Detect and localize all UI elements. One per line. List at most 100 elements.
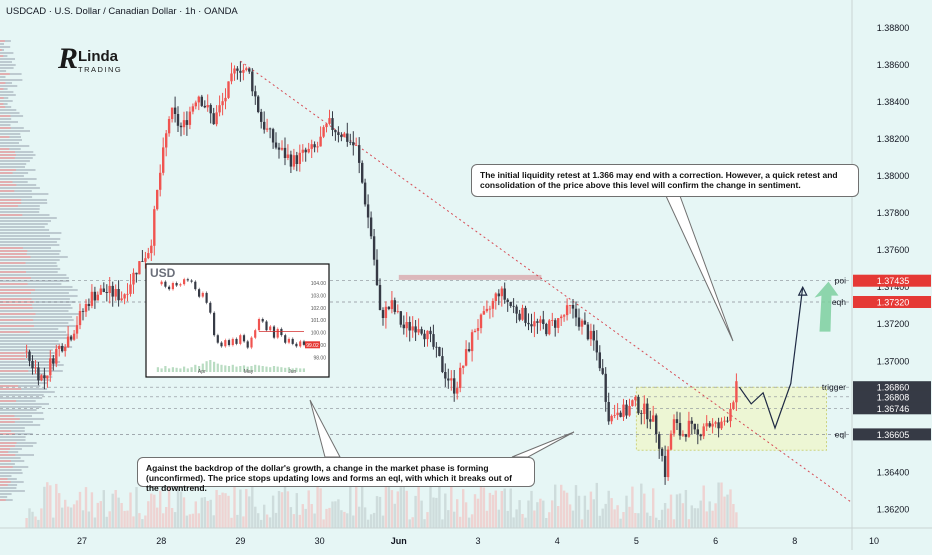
volume-bar (254, 506, 257, 528)
volume-profile-bar (0, 301, 35, 303)
volume-profile-bar (0, 433, 33, 435)
candle-body (25, 351, 28, 353)
volume-bar (500, 491, 503, 528)
volume-bar (108, 511, 111, 528)
volume-profile-bar (0, 169, 16, 171)
candle-body (554, 320, 557, 328)
inset-candle-body (171, 283, 174, 290)
volume-profile-bar (0, 253, 27, 255)
candle-body (265, 128, 269, 130)
volume-bar (652, 488, 655, 528)
inset-candle-body (302, 341, 305, 345)
candle-body (423, 333, 426, 340)
price-tick-label: 1.37400 (877, 282, 910, 292)
volume-profile-bar (0, 148, 10, 150)
candle-body (310, 144, 313, 149)
volume-bar (687, 519, 691, 528)
candle-body (343, 133, 346, 138)
candle-body (509, 302, 512, 306)
candle-body (387, 306, 391, 309)
candle-body (55, 348, 58, 364)
inset-volume-bar (183, 366, 186, 372)
volume-bar (628, 506, 631, 528)
volume-profile-bar (0, 199, 47, 201)
inset-last-tag-bg (305, 341, 320, 349)
candle-body (669, 433, 673, 450)
volume-bars (25, 482, 738, 528)
candle-body (316, 146, 319, 148)
volume-bar (31, 511, 34, 528)
volume-profile-bar (0, 202, 48, 204)
volume-profile-bar (0, 442, 17, 444)
volume-profile-bar (0, 103, 8, 105)
volume-bar (346, 513, 349, 528)
volume-bar (539, 498, 542, 528)
volume-profile-bar (0, 97, 9, 99)
volume-bar (607, 490, 610, 528)
volume-profile-bar (0, 331, 30, 333)
price-tick-label: 1.36400 (877, 467, 910, 477)
candle-body (66, 336, 70, 347)
volume-bar (562, 490, 566, 528)
volume-bar (467, 517, 471, 528)
inset-x-tick: May (244, 369, 254, 375)
volume-profile-bar (0, 196, 33, 198)
level-tag-value: 1.36746 (877, 404, 910, 414)
volume-bar (46, 482, 49, 528)
candle-body (129, 284, 132, 294)
volume-bar (473, 494, 477, 528)
volume-bar (358, 506, 361, 528)
inset-candle-body (190, 280, 193, 282)
volume-profile-bar (0, 268, 61, 270)
candle-body (37, 367, 40, 381)
volume-profile-bar (0, 322, 69, 324)
candle-body (221, 101, 224, 106)
candle-body (176, 114, 180, 126)
consolidation-zone (398, 274, 828, 451)
candle-body (390, 300, 394, 310)
inset-candle-body (227, 340, 231, 346)
candle-body (589, 330, 593, 340)
volume-bar (292, 514, 296, 528)
inset-volume-bar (179, 368, 182, 372)
volume-bar (702, 485, 705, 528)
volume-profile-bar (0, 484, 8, 486)
volume-profile-bar (0, 133, 21, 135)
volume-bar (340, 510, 343, 528)
candle-body (696, 429, 699, 435)
inset-last-tag: 99.02 (306, 343, 319, 349)
volume-profile-bar (0, 490, 25, 492)
volume-bar (708, 501, 711, 528)
volume-profile-bar (0, 295, 78, 297)
candle-body (167, 119, 171, 134)
volume-bar (640, 483, 643, 528)
candle-body (557, 318, 560, 328)
volume-bar (580, 519, 584, 528)
candle-body (248, 68, 251, 72)
projection-path (738, 281, 839, 430)
volume-profile-bar (0, 238, 61, 240)
volume-bar (265, 514, 269, 528)
volume-profile-bar (0, 274, 67, 276)
volume-profile-bar (0, 463, 15, 465)
candle-body (655, 415, 658, 434)
candle-body (319, 136, 322, 147)
volume-bar (126, 510, 129, 528)
candle-body (93, 291, 97, 301)
volume-profile-bar (0, 214, 23, 216)
candle-body (485, 308, 489, 312)
volume-bar (551, 500, 554, 528)
volume-profile-bar (0, 319, 34, 321)
volume-bar (408, 519, 411, 528)
candle-body (96, 294, 99, 301)
volume-bar (372, 512, 376, 528)
inset-volume-bar (265, 366, 268, 372)
projection-line (738, 287, 804, 430)
inset-candle-body (164, 281, 167, 287)
volume-profile-bar (0, 208, 40, 210)
volume-bar (669, 494, 673, 528)
candle-body (224, 97, 227, 102)
inset-candle-body (183, 279, 186, 285)
volume-profile-bar (0, 40, 11, 42)
